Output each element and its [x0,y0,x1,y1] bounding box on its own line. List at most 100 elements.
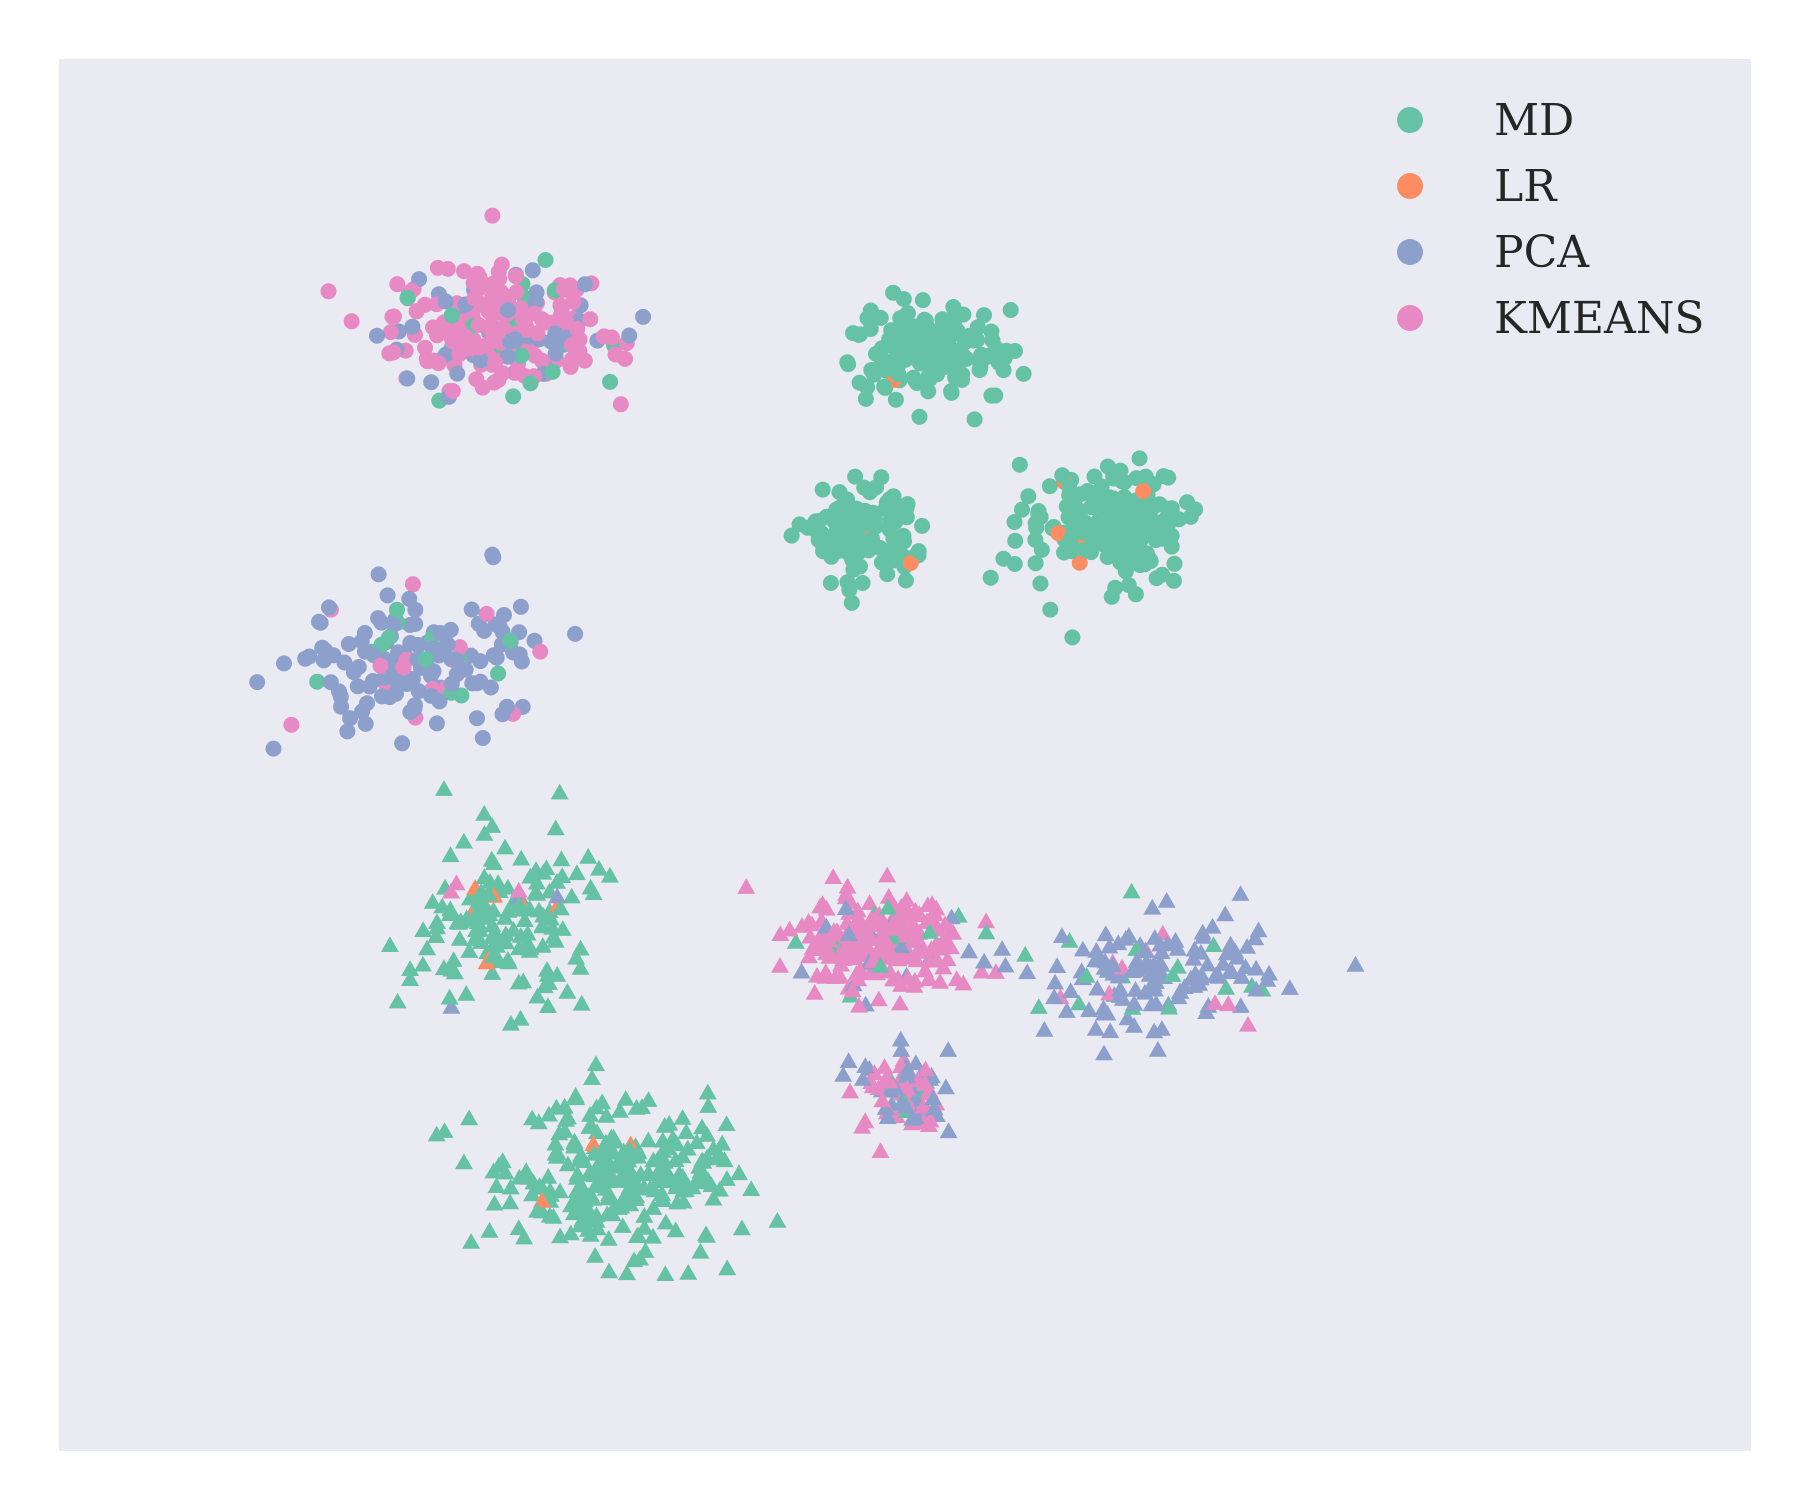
data-point [528,284,545,301]
data-point [871,956,890,973]
data-point [1006,514,1023,530]
data-point [875,1058,894,1074]
data-point [1135,483,1152,500]
data-point [539,997,557,1013]
data-point [892,1094,911,1111]
data-point [1182,508,1199,525]
data-point [587,1212,606,1228]
data-point [986,963,1005,979]
data-point [1216,905,1235,922]
plot-area [59,59,1751,1451]
data-point [454,1153,473,1170]
data-point [845,933,864,950]
data-point [369,327,385,344]
data-point [969,319,986,336]
data-point [1060,932,1079,948]
data-point [874,355,890,372]
data-point [320,283,337,300]
data-point [803,938,822,955]
data-point [480,905,499,922]
data-point [502,632,519,649]
data-point [824,868,843,884]
data-point [442,882,460,899]
data-point [582,1118,601,1134]
data-point [939,1122,958,1139]
data-point [398,651,415,668]
data-point [1346,955,1365,972]
data-point [899,902,917,919]
data-point [936,1078,955,1095]
data-point [919,970,938,987]
data-point [527,873,546,890]
data-point [350,659,367,675]
data-point [388,685,404,702]
data-point [283,716,300,733]
data-point [972,962,991,979]
data-point [1014,501,1030,518]
data-point [1116,489,1133,505]
data-point [1098,962,1117,978]
data-point [423,374,440,391]
data-point [903,1109,922,1126]
data-point [385,344,402,361]
data-point [877,500,894,517]
data-point [437,293,454,310]
data-point [598,1205,617,1222]
data-point [1101,1022,1120,1038]
data-point [936,915,954,932]
data-point [576,276,593,293]
data-point [1148,1040,1167,1057]
data-point [1099,549,1116,565]
data-point [828,501,845,518]
data-point [528,987,547,1004]
data-point [718,1259,737,1276]
data-point [1110,987,1129,1003]
data-point [853,1070,872,1086]
data-point [887,391,904,408]
data-point [443,675,460,692]
data-point [1146,960,1165,976]
data-point [914,292,931,309]
data-point [547,325,564,342]
data-point [1109,934,1128,951]
data-point [683,1178,702,1195]
data-point [385,308,402,325]
data-point [546,1134,565,1151]
data-points [249,207,1365,1281]
data-point [610,1172,628,1188]
data-point [1018,963,1037,980]
data-point [512,849,531,866]
data-point [569,1180,588,1197]
data-point [1088,979,1107,996]
data-point [925,905,944,922]
data-point [780,920,799,937]
data-point [500,302,516,319]
data-point [1142,498,1158,515]
data-point [768,1212,787,1228]
data-point [540,1206,559,1223]
data-point [892,1041,911,1057]
data-point [487,354,504,371]
data-point [960,942,978,959]
data-point [451,639,468,656]
data-point [851,943,870,960]
data-point [1071,554,1088,571]
data-point [675,1171,694,1188]
data-point [697,1226,716,1243]
data-point [543,918,562,935]
data-point [865,1064,884,1080]
data-point [1033,541,1050,558]
data-point [843,594,860,611]
data-point [558,1108,577,1125]
data-point [480,335,496,352]
data-point [1175,978,1194,994]
data-point [1209,967,1228,984]
data-point [445,963,464,980]
data-point [1206,994,1224,1010]
data-point [528,885,547,901]
data-point [713,1134,732,1151]
data-point [474,379,491,396]
data-point [916,327,933,344]
data-point [837,938,855,954]
